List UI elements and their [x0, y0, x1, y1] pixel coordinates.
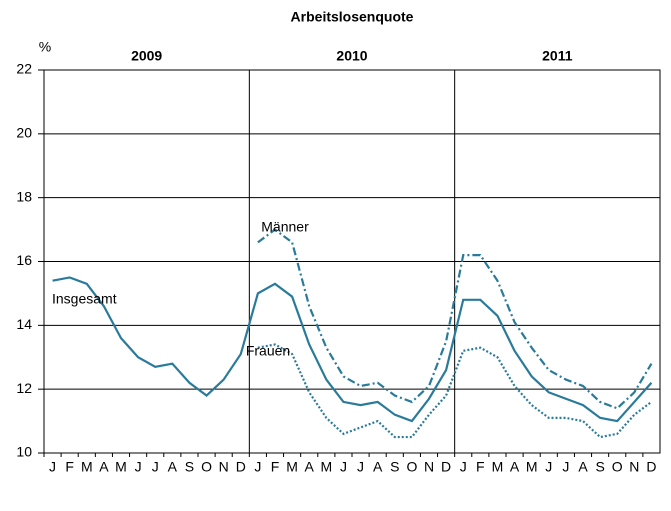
line-series	[257, 343, 653, 439]
x-tick-label: M	[115, 459, 127, 475]
x-tick-label: A	[578, 459, 588, 475]
y-tick-label: 14	[16, 316, 32, 332]
x-tick-label: M	[81, 459, 93, 475]
x-tick-label: S	[185, 459, 194, 475]
x-tick-label: A	[373, 459, 383, 475]
x-tick-label: F	[476, 459, 485, 475]
x-tick-label: J	[135, 459, 142, 475]
x-tick-label: F	[65, 459, 74, 475]
series-label: Männer	[261, 219, 309, 235]
x-tick-label: A	[305, 459, 315, 475]
x-tick-label: J	[254, 459, 261, 475]
x-tick-label: D	[441, 459, 451, 475]
y-tick-label: 12	[16, 380, 32, 396]
x-tick-label: A	[510, 459, 520, 475]
year-label: 2009	[131, 48, 162, 64]
x-tick-label: N	[629, 459, 639, 475]
x-tick-label: M	[526, 459, 538, 475]
year-label: 2011	[542, 48, 573, 64]
x-tick-label: J	[152, 459, 159, 475]
x-tick-label: O	[201, 459, 212, 475]
x-tick-label: O	[406, 459, 417, 475]
y-tick-label: 22	[16, 61, 32, 77]
x-tick-label: D	[646, 459, 656, 475]
x-tick-label: J	[460, 459, 467, 475]
y-tick-label: 20	[16, 125, 32, 141]
x-tick-label: A	[168, 459, 178, 475]
year-label: 2010	[336, 48, 367, 64]
line-series	[257, 228, 653, 410]
x-tick-label: D	[236, 459, 246, 475]
x-tick-label: N	[219, 459, 229, 475]
x-tick-label: M	[320, 459, 332, 475]
x-tick-label: F	[271, 459, 280, 475]
x-tick-label: M	[492, 459, 504, 475]
x-tick-label: S	[595, 459, 604, 475]
series-label: Insgesamt	[52, 291, 117, 307]
x-tick-label: J	[562, 459, 569, 475]
x-tick-label: N	[424, 459, 434, 475]
x-tick-label: M	[286, 459, 298, 475]
line-series	[52, 276, 653, 423]
x-tick-label: J	[340, 459, 347, 475]
series-label: Frauen	[246, 343, 290, 359]
x-tick-label: S	[390, 459, 399, 475]
chart-title: Arbeitslosenquote	[291, 9, 414, 25]
x-tick-label: O	[612, 459, 623, 475]
x-tick-label: J	[545, 459, 552, 475]
y-tick-label: 18	[16, 188, 32, 204]
x-tick-label: J	[357, 459, 364, 475]
x-tick-label: J	[49, 459, 56, 475]
x-tick-label: A	[99, 459, 109, 475]
y-tick-label: 16	[16, 252, 32, 268]
y-unit: %	[39, 39, 51, 55]
y-tick-label: 10	[16, 444, 32, 460]
